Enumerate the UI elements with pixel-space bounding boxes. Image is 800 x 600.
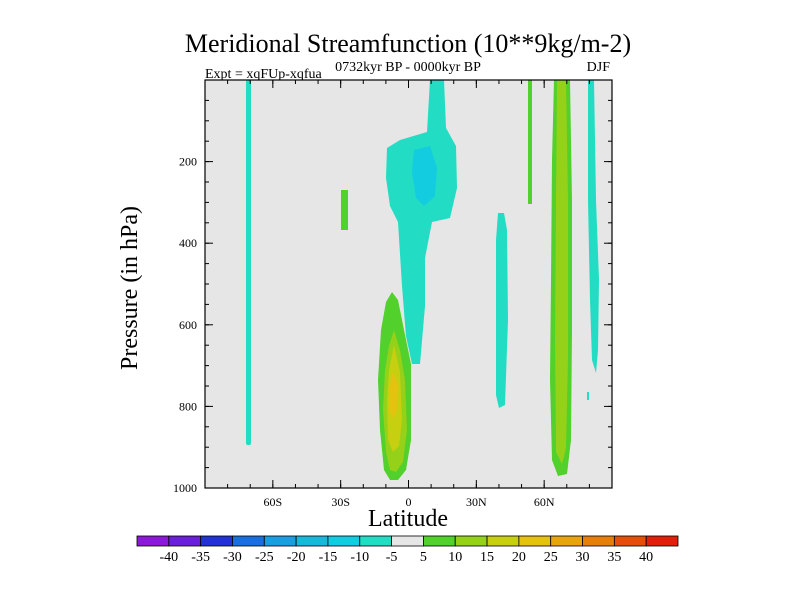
contour-40n-column	[496, 213, 508, 408]
y-axis: 200 400 600 800 1000	[173, 79, 612, 495]
colorbar-swatch	[359, 535, 392, 547]
colorbar-label: 20	[512, 550, 526, 565]
chart-subtitle-center: 0732kyr BP - 0000kyr BP	[335, 60, 481, 75]
chart-title: Meridional Streamfunction (10**9kg/m-2)	[185, 29, 631, 58]
colorbar-label: 35	[607, 550, 621, 565]
colorbar-swatch	[550, 535, 583, 547]
colorbar-swatch	[168, 535, 202, 547]
colorbar-swatch	[263, 535, 297, 547]
colorbar-label: 5	[420, 550, 427, 565]
contour-60n-inner	[555, 80, 568, 464]
colorbar-label: 10	[448, 550, 462, 565]
colorbar-swatch	[327, 535, 361, 547]
colorbar-label: 25	[544, 550, 558, 565]
x-tick-label: 30S	[331, 495, 350, 509]
y-tick-label: 400	[179, 236, 197, 250]
contour-neg-cell-inner	[412, 146, 437, 206]
x-axis: 60S 30S 0 30N 60N	[204, 80, 613, 509]
colorbar-label: -30	[223, 550, 242, 565]
colorbar-swatch	[518, 535, 552, 547]
colorbar-swatch	[391, 535, 424, 547]
y-tick-label: 600	[179, 318, 197, 332]
y-axis-label: Pressure (in hPa)	[117, 206, 143, 370]
colorbar-label: 30	[576, 550, 590, 565]
contour-neg-cell-outer	[386, 80, 457, 364]
contour-fills	[246, 80, 599, 480]
colorbar-swatch	[423, 535, 456, 547]
contour-70s-column	[246, 80, 251, 445]
colorbar-label: -40	[159, 550, 178, 565]
x-axis-label: Latitude	[368, 506, 448, 532]
colorbar-label: -35	[191, 550, 210, 565]
chart-subtitle-right: DJF	[587, 60, 611, 75]
colorbar-label: -15	[319, 550, 338, 565]
colorbar-swatch	[200, 535, 233, 547]
contour-28s-blob	[341, 190, 348, 230]
x-tick-label: 0	[406, 495, 412, 509]
contour-pos-cell-core	[389, 372, 398, 418]
contour-73n-dot	[587, 392, 589, 400]
colorbar-swatch	[454, 535, 488, 547]
contour-73n-column	[588, 80, 599, 373]
colorbar-label: -20	[287, 550, 306, 565]
colorbar-swatch	[486, 535, 520, 547]
x-tick-label: 60N	[534, 495, 555, 509]
colorbar-swatch	[232, 535, 265, 547]
colorbar-swatch	[295, 535, 329, 547]
colorbar-swatch	[645, 535, 679, 547]
colorbar-swatch	[613, 535, 647, 547]
y-tick-label: 800	[179, 399, 197, 413]
chart-subtitle-left: Expt = xqFUp-xqfua	[205, 67, 323, 82]
colorbar-swatch	[136, 535, 170, 547]
colorbar-label: -25	[255, 550, 274, 565]
colorbar-label: 40	[639, 550, 653, 565]
colorbar-label: -10	[350, 550, 369, 565]
colorbar: -40 -35 -30 -25 -20 -15 -10 -5 5 10 15 20 25 30 35 40	[136, 535, 679, 565]
colorbar-label: 15	[480, 550, 494, 565]
colorbar-swatch	[582, 535, 615, 547]
x-tick-label: 60S	[263, 495, 282, 509]
y-tick-label: 1000	[173, 481, 197, 495]
x-tick-label: 30N	[466, 495, 487, 509]
colorbar-label: -5	[386, 550, 398, 565]
y-tick-label: 200	[179, 155, 197, 169]
contour-53n-strip	[528, 80, 532, 204]
